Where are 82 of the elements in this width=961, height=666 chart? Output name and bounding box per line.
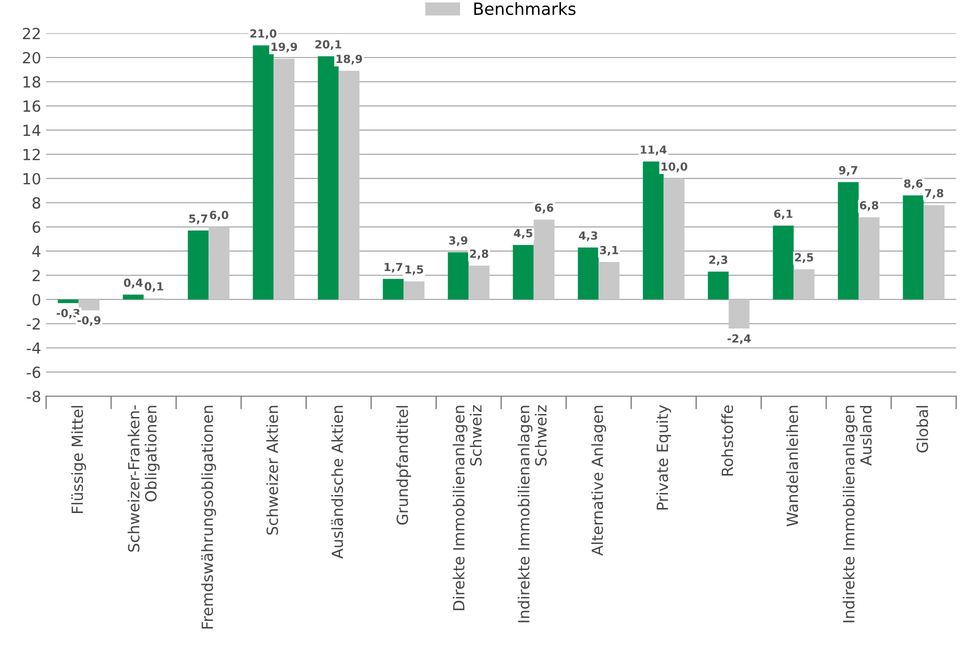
data-label: -2,4 [728, 334, 751, 344]
bar [338, 70, 360, 300]
y-tick-label: -6 [26, 366, 40, 378]
bar [534, 220, 554, 300]
x-tick-label: Rohstoffe [721, 405, 734, 476]
x-tick-label: Direkte Immobilienanlagen Schweiz [452, 405, 482, 610]
bar [78, 299, 100, 310]
bar [188, 230, 209, 300]
y-tick-label: 10 [24, 172, 40, 185]
y-tick-label: 22 [22, 28, 40, 40]
y-tick-label: 20 [22, 52, 40, 64]
data-label: 6,8 [860, 201, 878, 211]
y-tick-label: 8 [32, 197, 40, 209]
bar [512, 245, 534, 300]
legend-label: Benchmarks [474, 2, 576, 16]
bar [448, 252, 469, 300]
bar [58, 299, 79, 304]
x-tick-label: Indirekte Immobilienanlagen Ausland [842, 406, 872, 622]
data-label: 1,7 [384, 262, 402, 273]
data-label: 6,0 [210, 210, 228, 221]
x-tick-label: Indirekte Immobilienanlagen Schweiz [518, 405, 547, 622]
data-label: 18,9 [336, 54, 362, 65]
bar [468, 266, 490, 300]
data-label: 3,1 [600, 246, 618, 256]
data-label: 6,1 [774, 210, 792, 220]
y-tick-label: 18 [24, 76, 40, 88]
y-tick-label: 0 [32, 294, 40, 306]
bar [122, 294, 144, 300]
data-label: 0,1 [144, 282, 164, 292]
bar [708, 272, 729, 300]
data-label: 19,9 [272, 42, 298, 52]
data-label: 9,7 [839, 166, 858, 176]
y-tick-label: 2 [32, 270, 40, 282]
bar [404, 281, 424, 300]
bar [772, 226, 794, 300]
bar [208, 226, 230, 300]
data-label: 11,4 [640, 146, 666, 156]
data-label: 6,6 [534, 204, 554, 214]
data-label: 2,5 [795, 253, 814, 263]
bar [838, 182, 859, 300]
data-label: 5,7 [189, 214, 208, 224]
bar [902, 195, 924, 300]
data-label: 2,3 [709, 256, 728, 266]
bar [924, 205, 944, 300]
y-tick-label: -4 [26, 342, 40, 354]
bar [794, 269, 814, 300]
y-tick-label: 4 [32, 246, 40, 257]
data-label: 8,6 [904, 179, 923, 190]
data-label: 10,0 [662, 162, 688, 172]
bar [382, 278, 404, 300]
x-tick-label: Ausländische Aktien [331, 406, 344, 559]
data-label: 4,3 [578, 231, 598, 242]
x-tick-label: Alternative Anlagen [591, 406, 606, 556]
data-label: 7,8 [924, 188, 944, 199]
bar [858, 217, 880, 300]
bar [274, 58, 294, 300]
data-label: -0,9 [77, 316, 100, 326]
data-label: 21,0 [250, 29, 276, 40]
y-tick-label: 12 [24, 148, 40, 160]
data-label: 2,8 [470, 249, 488, 260]
data-label: 0,4 [124, 278, 143, 288]
data-label: 1,5 [405, 265, 424, 276]
y-tick-label: 6 [32, 221, 40, 233]
y-tick-label: 14 [24, 124, 40, 136]
x-tick-label: Schweizer Aktien [266, 406, 278, 535]
bar [598, 262, 620, 300]
x-tick-label: Grundpfandtitel [396, 406, 412, 525]
data-label: 4,5 [514, 229, 532, 239]
x-tick-label: Fremdswährungsobligationen [201, 406, 216, 628]
data-label: 20,1 [315, 40, 342, 50]
bar [664, 178, 684, 300]
y-tick-label: -8 [26, 390, 40, 402]
x-tick-label: Wandelanleihen [786, 406, 798, 526]
x-tick-label: Private Equity [656, 405, 672, 510]
bar [728, 299, 750, 329]
bar [578, 247, 599, 300]
x-tick-label: Global [916, 406, 928, 452]
data-label: 3,9 [449, 236, 468, 246]
x-tick-label: Flüssige Mittel [71, 406, 86, 513]
y-tick-label: -2 [26, 318, 40, 330]
x-tick-label: Schweizer-Franken- Obligationen [128, 405, 160, 552]
y-tick-label: 16 [24, 100, 40, 112]
